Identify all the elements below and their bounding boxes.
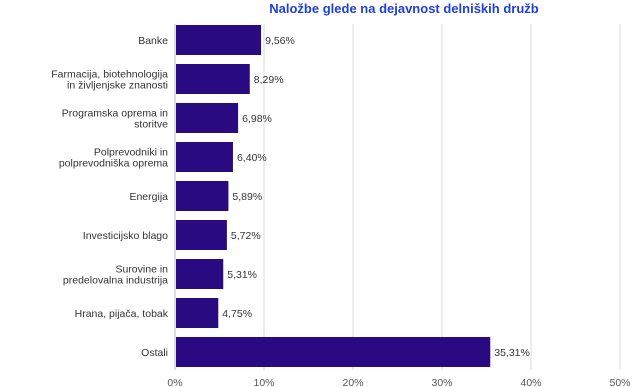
x-tick-label: 10% bbox=[253, 377, 274, 387]
x-tick-label: 30% bbox=[431, 377, 452, 387]
value-label: 9,56% bbox=[265, 35, 295, 47]
value-label: 6,98% bbox=[242, 113, 272, 125]
category-label: Hrana, pijača, tobak bbox=[75, 308, 169, 320]
bar bbox=[176, 259, 224, 289]
value-label: 4,75% bbox=[222, 308, 252, 320]
bar bbox=[176, 142, 233, 172]
chart-title: Naložbe glede na dejavnost delniških dru… bbox=[269, 1, 538, 16]
category-label: Polprevodniki in polprevodniška oprema bbox=[59, 147, 168, 170]
category-label: Surovine in predelovalna industrija bbox=[63, 264, 168, 287]
value-label: 8,29% bbox=[254, 74, 284, 86]
bar bbox=[176, 64, 250, 94]
x-axis-ticks: 0% 10% 20% 30% 40% 50% bbox=[167, 377, 630, 387]
value-label: 5,72% bbox=[231, 230, 261, 242]
x-tick-label: 0% bbox=[167, 377, 182, 387]
category-label: Farmacija, biotehnologija in življenjske … bbox=[51, 69, 168, 92]
value-label: 35,31% bbox=[494, 347, 530, 359]
value-labels: 9,56% 8,29% 6,98% 6,40% 5,89% 5,72% 5,31% 4,75%… bbox=[222, 35, 530, 359]
gridlines bbox=[174, 24, 621, 370]
bar bbox=[176, 181, 229, 211]
value-label: 6,40% bbox=[237, 152, 267, 164]
category-label: Energija bbox=[129, 191, 168, 203]
x-tick-label: 20% bbox=[342, 377, 363, 387]
value-label: 5,31% bbox=[227, 269, 257, 281]
category-label: Programska oprema in storitve bbox=[62, 108, 168, 131]
category-label: Banke bbox=[138, 35, 168, 47]
value-label: 5,89% bbox=[232, 191, 262, 203]
category-labels: Banke Farmacija, biotehnologija in življen… bbox=[51, 35, 168, 359]
bar bbox=[176, 220, 227, 250]
bar bbox=[176, 298, 219, 328]
bars bbox=[176, 25, 491, 367]
category-label: Ostali bbox=[141, 347, 168, 359]
category-label: Investicijsko blago bbox=[83, 230, 168, 242]
bar bbox=[176, 103, 239, 133]
bar bbox=[176, 25, 262, 55]
x-tick-label: 40% bbox=[520, 377, 541, 387]
x-tick-label: 50% bbox=[609, 377, 630, 387]
bar bbox=[176, 337, 491, 367]
